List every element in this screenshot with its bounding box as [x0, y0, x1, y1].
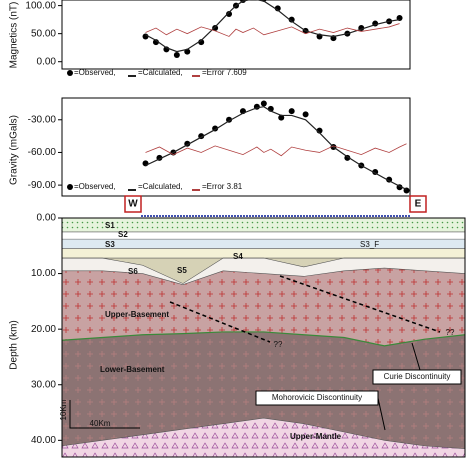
callout-box	[372, 369, 462, 385]
layer-boundary	[62, 257, 465, 284]
legend-label: =Error 3.81	[202, 182, 243, 191]
y-tick-label: -90.00	[28, 180, 57, 191]
observed-point	[226, 11, 233, 18]
y-tick-label: 100.00	[25, 0, 56, 11]
layer-label: S1	[105, 221, 115, 230]
layer-label: Upper-Basement	[105, 310, 169, 319]
observed-point	[274, 5, 281, 12]
y-tick-label: -30.00	[28, 114, 57, 125]
y-tick-label: 0.00	[37, 56, 57, 67]
legend-label: =Error 7.609	[202, 68, 247, 77]
y-tick-label: 50.00	[31, 28, 56, 39]
y-tick-label: -60.00	[28, 147, 57, 158]
plot-frame	[61, 217, 466, 458]
y-axis-label: Depth (km)	[9, 320, 20, 369]
y-tick-label: 30.00	[31, 379, 56, 390]
layer-label: Lower-Basement	[100, 365, 165, 374]
observed-point	[198, 39, 205, 46]
observed-point	[288, 108, 295, 115]
layer-label: S6	[128, 267, 138, 276]
y-tick-label: 40.00	[31, 435, 56, 446]
plot-layer: 0.00 50.00 100.00 Magnetics (nT) =Observed, =…	[9, 0, 466, 458]
annotation: S3_F	[360, 240, 379, 249]
y-tick-label: 0.00	[37, 213, 57, 224]
layer-label: S4	[233, 252, 243, 261]
legend-label: =Calculated,	[138, 182, 183, 191]
observed-point	[173, 51, 180, 58]
layer-label: S3	[105, 240, 115, 249]
annotation: 10Km	[59, 399, 68, 420]
y-tick-label: 20.00	[31, 324, 56, 335]
dashed-fault	[169, 301, 271, 343]
callout-arrow	[411, 342, 421, 371]
legend-marker	[67, 184, 73, 190]
dashed-fault	[279, 275, 441, 333]
observed-point	[260, 100, 267, 107]
legend-marker	[67, 70, 73, 76]
observed-point	[278, 114, 285, 121]
series-line	[145, 143, 407, 157]
callout-arrow	[377, 397, 386, 431]
layer-label: S2	[118, 230, 128, 239]
annotation: E	[415, 199, 422, 210]
series-line	[145, 106, 407, 191]
legend-label: =Observed,	[74, 68, 116, 77]
plot-frame	[61, 0, 411, 70]
observed-point	[302, 111, 309, 118]
layer-pattern	[62, 218, 465, 232]
annotation: W	[128, 199, 138, 210]
observed-point	[152, 39, 159, 46]
layer-label: Upper-Mantle	[290, 432, 342, 441]
y-axis-label: Gravity (mGals)	[9, 115, 20, 185]
layer-boundary	[62, 267, 466, 286]
annotation: ??	[446, 328, 455, 337]
series-line	[145, 0, 400, 53]
observed-point	[288, 16, 295, 23]
annotation: 40Km	[90, 419, 111, 428]
annotation: Mohorovicic Discontinuity	[272, 393, 362, 402]
observed-point	[212, 25, 219, 32]
y-axis-label: Magnetics (nT)	[9, 2, 20, 69]
scale-bar	[69, 400, 140, 429]
w-box	[124, 195, 142, 213]
layer-boundary	[61, 417, 466, 449]
legend-label: =Observed,	[74, 182, 116, 191]
plot-frame	[61, 97, 411, 197]
layer-boundary	[61, 331, 466, 347]
legend-label: =Calculated,	[138, 68, 183, 77]
annotation: ??	[274, 340, 283, 349]
series-line	[145, 23, 400, 37]
e-box	[409, 195, 427, 213]
y-tick-label: 10.00	[31, 268, 56, 279]
annotation: Curie Discontinuity	[384, 372, 451, 381]
layer-label: S5	[177, 266, 187, 275]
